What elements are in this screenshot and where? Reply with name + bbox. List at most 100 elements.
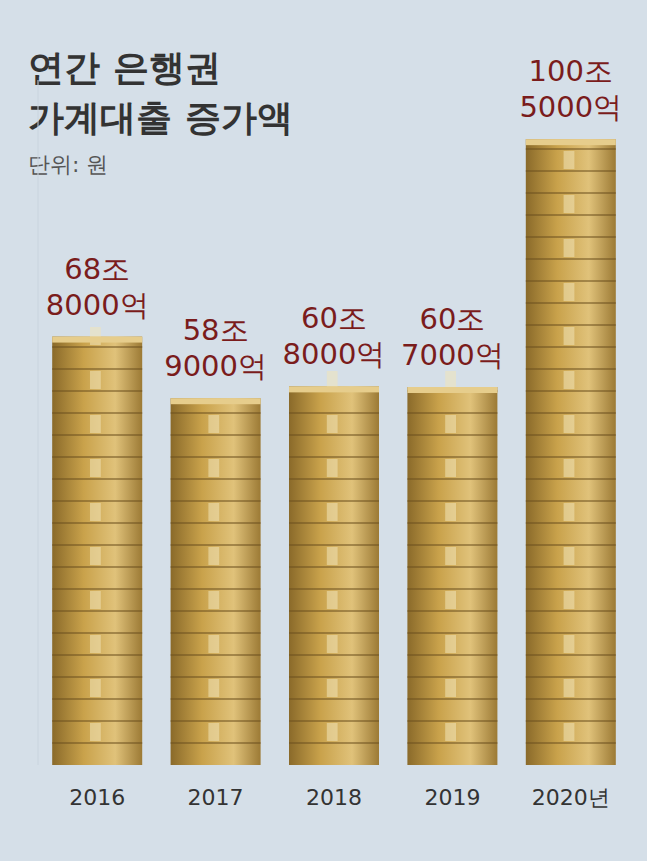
bundle-edge [407,720,497,722]
bundle-edge [171,522,261,524]
bundle-edge [289,588,379,590]
band [564,547,575,565]
bundle-edge [289,698,379,700]
band [564,151,575,169]
bundle-edge [526,742,616,744]
bundle-edge [52,390,142,392]
band [208,591,219,609]
bundle-edge [171,654,261,656]
bundle-edge [526,236,616,238]
bundle-edge [171,720,261,722]
bundle-edge [171,544,261,546]
bundle-edge [171,588,261,590]
title: 연간 은행권가계대출 증가액 [28,47,293,138]
bundle-edge [526,456,616,458]
bundle-edge [526,720,616,722]
bundle-edge [526,434,616,436]
chart: 연간 은행권가계대출 증가액단위: 원68조8000억58조9000억60조80… [0,0,647,861]
bar-top [526,139,616,145]
band [564,239,575,257]
band [327,591,338,609]
bundle-edge [407,632,497,634]
band [90,547,101,565]
bundle-edge [171,456,261,458]
data-label-line: 58조 [183,313,249,347]
bars [52,139,616,765]
data-label-line: 8000억 [46,288,149,322]
band [327,503,338,521]
title-line: 연간 은행권 [28,47,221,88]
bar-top [52,337,142,343]
band [564,327,575,345]
bundle-edge [526,500,616,502]
band [90,591,101,609]
bundle-edge [171,742,261,744]
bundle-edge [526,214,616,216]
band [564,283,575,301]
data-label: 68조8000억 [46,252,149,322]
bundle-edge [289,566,379,568]
band [90,503,101,521]
bundle-edge [289,742,379,744]
bundle-edge [289,478,379,480]
bundle-edge [52,522,142,524]
bundle-edge [289,654,379,656]
bundle-edge [52,434,142,436]
data-label-line: 5000억 [519,90,622,124]
data-label-line: 8000억 [283,337,386,371]
band [327,635,338,653]
bundle-edge [526,368,616,370]
labels: 68조8000억58조9000억60조8000억60조7000억100조5000… [46,54,622,383]
bundle-edge [526,698,616,700]
data-label: 60조7000억 [401,302,504,372]
band [90,723,101,741]
bundle-edge [52,632,142,634]
band [445,503,456,521]
data-label-line: 9000억 [164,349,267,383]
bundle-edge [289,676,379,678]
bundle-edge [407,588,497,590]
band [564,591,575,609]
bundle-edge [407,676,497,678]
bundle-edge [526,522,616,524]
bundle-edge [52,742,142,744]
band [445,635,456,653]
data-label-line: 60조 [301,301,367,335]
bundle-edge [289,500,379,502]
bundle-edge [52,478,142,480]
bar-top [289,386,379,392]
band [208,415,219,433]
data-label: 58조9000억 [164,313,267,383]
bundle-edge [407,742,497,744]
bundle-edge [526,676,616,678]
bundle-edge [171,434,261,436]
bundle-edge [52,720,142,722]
bundle-edge [289,522,379,524]
band [327,723,338,741]
band [445,371,456,389]
band [564,723,575,741]
bundle-edge [526,566,616,568]
tick-label: 2017 [188,785,244,810]
bundle-edge [526,610,616,612]
bar [526,139,616,765]
bundle-edge [52,456,142,458]
data-label-line: 60조 [419,302,485,336]
bundle-edge [526,478,616,480]
bundle-edge [289,610,379,612]
band [445,547,456,565]
band [327,547,338,565]
bundle-edge [526,170,616,172]
bundle-edge [407,654,497,656]
band [90,679,101,697]
band [564,459,575,477]
bundle-edge [52,500,142,502]
bundle-edge [171,412,261,414]
band [564,415,575,433]
bar [52,337,142,765]
band [208,723,219,741]
bundle-edge [52,676,142,678]
bundle-edge [52,588,142,590]
data-label-line: 68조 [64,252,130,286]
band [445,591,456,609]
